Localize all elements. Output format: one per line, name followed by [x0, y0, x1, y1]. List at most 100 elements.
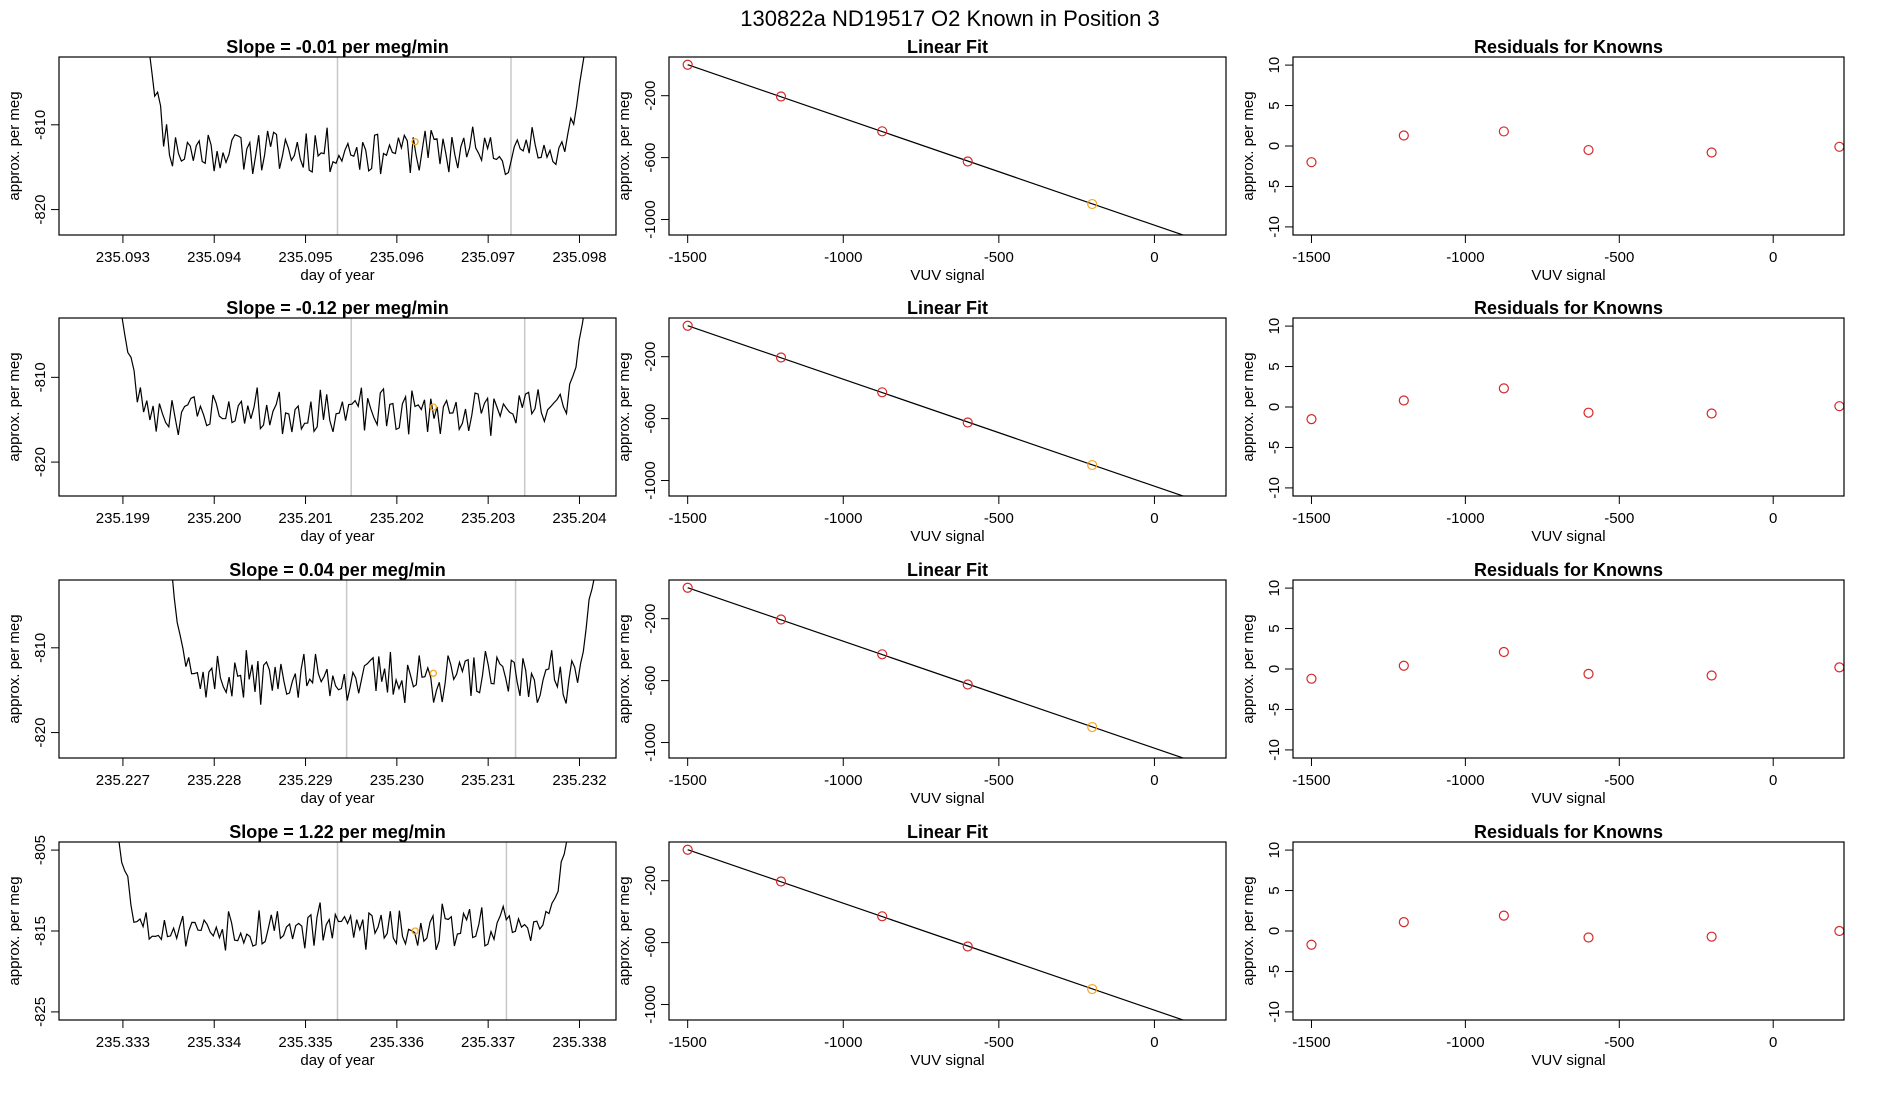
plot-frame: [1292, 56, 1845, 236]
x-tick-label: 235.227: [96, 772, 150, 789]
y-axis-label: approx. per meg: [1240, 614, 1257, 723]
y-axis-label: approx. per meg: [616, 91, 633, 200]
data-point: [962, 941, 973, 952]
y-tick-label: -810: [32, 633, 49, 663]
x-tick-label: -500: [1604, 510, 1634, 527]
y-tick-label: -5: [1266, 441, 1283, 454]
x-tick-label: 0: [1769, 772, 1777, 789]
x-tick-label: -1500: [668, 1034, 706, 1051]
y-tick-label: -10: [1266, 477, 1283, 499]
plot-area: [682, 59, 1226, 253]
data-point: [1583, 668, 1594, 679]
data-point: [877, 126, 888, 137]
x-tick-label: 235.095: [278, 249, 332, 266]
highlight-point: [1087, 983, 1098, 995]
data-point: [1217, 505, 1226, 514]
x-tick-label: 235.230: [370, 772, 424, 789]
y-tick-label: 0: [1266, 665, 1283, 673]
chart-panel-4-1: Slope = 1.22 per meg/min 235.333 235.334 23…: [6, 822, 617, 1069]
x-tick-label: 0: [1150, 1034, 1158, 1051]
y-tick-label: -10: [1266, 739, 1283, 761]
chart-title: Linear Fit: [907, 560, 988, 580]
y-axis-label: approx. per meg: [1240, 352, 1257, 461]
x-tick-label: -1500: [1292, 249, 1330, 266]
x-axis-label: VUV signal: [1531, 528, 1605, 545]
data-point: [1834, 662, 1844, 673]
data-point: [1706, 931, 1717, 942]
data-point: [1583, 407, 1594, 418]
highlight-point: [411, 138, 419, 146]
y-tick-label: -5: [1266, 180, 1283, 193]
x-tick-label: -500: [1604, 1034, 1634, 1051]
chart-panel-3-1: Slope = 0.04 per meg/min 235.227 235.228 23…: [6, 560, 617, 807]
y-tick-label: -600: [642, 404, 659, 434]
y-tick-label: -200: [642, 342, 659, 372]
highlight-point: [1087, 721, 1098, 733]
y-tick-label: 10: [1266, 842, 1283, 859]
panel-grid: Slope = -0.01 per meg/min 235.093 235.094 2…: [6, 37, 1845, 1069]
x-tick-label: 235.229: [278, 772, 332, 789]
chart-title: Linear Fit: [907, 298, 988, 318]
data-point: [1706, 147, 1717, 158]
x-tick-label: 0: [1150, 510, 1158, 527]
data-point: [877, 649, 888, 660]
plot-area: [1306, 383, 1844, 425]
x-tick-label: -500: [984, 510, 1014, 527]
x-axis-label: VUV signal: [1531, 267, 1605, 284]
chart-title: Residuals for Knowns: [1474, 298, 1663, 318]
x-tick-label: -1500: [668, 772, 706, 789]
data-point: [775, 352, 787, 363]
y-tick-label: -5: [1266, 965, 1283, 978]
x-tick-label: 235.228: [187, 772, 241, 789]
series-line: [121, 318, 584, 436]
highlight-point: [1087, 459, 1098, 471]
y-tick-label: -820: [32, 718, 49, 748]
x-tick-label: 235.337: [461, 1034, 515, 1051]
x-tick-label: 0: [1150, 249, 1158, 266]
y-axis-label: approx. per meg: [1240, 876, 1257, 985]
y-tick-label: -820: [32, 447, 49, 477]
x-tick-label: 235.338: [552, 1034, 606, 1051]
y-tick-label: 5: [1266, 362, 1283, 370]
data-point: [1217, 244, 1226, 253]
data-point: [1498, 383, 1509, 394]
chart-panel-3-3: Residuals for Knowns -1500 -1000 -500 0 10 5 0 -…: [1240, 560, 1845, 807]
x-tick-label: 235.199: [96, 510, 150, 527]
chart-title: Linear Fit: [907, 37, 988, 57]
plot-frame: [668, 841, 1227, 1021]
y-tick-label: -1000: [642, 723, 659, 761]
x-axis-label: day of year: [300, 528, 374, 545]
y-axis-label: approx. per meg: [616, 876, 633, 985]
data-point: [877, 387, 888, 398]
y-tick-label: -10: [1266, 216, 1283, 238]
x-tick-label: -1000: [824, 772, 862, 789]
data-point: [1834, 925, 1844, 937]
data-point: [1498, 126, 1509, 137]
y-tick-label: -200: [642, 604, 659, 634]
x-axis-label: VUV signal: [1531, 1052, 1605, 1069]
y-axis-label: approx. per meg: [6, 91, 23, 200]
y-tick-label: -200: [642, 866, 659, 896]
chart-panel-1-1: Slope = -0.01 per meg/min 235.093 235.094 2…: [6, 37, 617, 284]
x-tick-label: 235.097: [461, 249, 515, 266]
x-tick-label: 235.204: [552, 510, 606, 527]
x-tick-label: -500: [1604, 772, 1634, 789]
series-line: [118, 842, 568, 951]
y-tick-label: -600: [642, 928, 659, 958]
y-tick-label: -805: [32, 835, 49, 865]
y-tick-label: -820: [32, 195, 49, 225]
x-axis-label: VUV signal: [910, 528, 984, 545]
x-tick-label: 0: [1150, 772, 1158, 789]
chart-panel-2-1: Slope = -0.12 per meg/min 235.199 235.200 2…: [6, 298, 617, 545]
y-tick-label: -1000: [642, 985, 659, 1023]
x-tick-label: -1000: [1446, 772, 1484, 789]
x-axis-label: day of year: [300, 790, 374, 807]
chart-panel-3-2: Linear Fit -1500 -1000 -500 0 -200 -600 -1000 VU…: [616, 560, 1227, 807]
chart-title: Slope = 0.04 per meg/min: [229, 560, 446, 580]
data-point: [1834, 401, 1844, 412]
plot-frame: [58, 317, 617, 497]
data-point: [682, 582, 693, 593]
chart-title: Residuals for Knowns: [1474, 822, 1663, 842]
chart-panel-1-2: Linear Fit -1500 -1000 -500 0 -200 -600 -1000 VU…: [616, 37, 1227, 284]
